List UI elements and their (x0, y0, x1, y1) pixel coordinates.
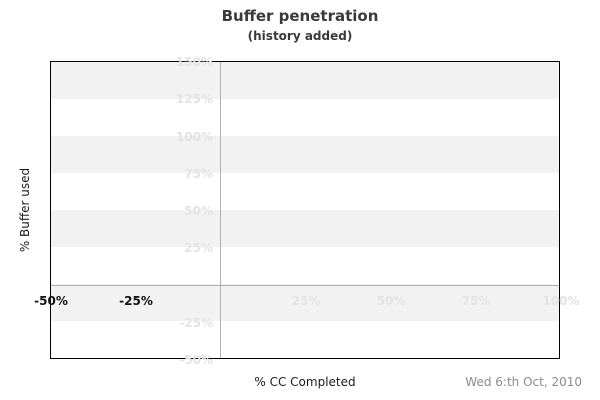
x-axis-title: % CC Completed (254, 375, 356, 389)
x-tick-75: 75% (461, 294, 491, 308)
y-tick-150: 150% (175, 55, 213, 69)
y-tick-75: 75% (184, 167, 213, 181)
x-tick-neg25: -25% (119, 294, 153, 308)
band-0-neg25 (51, 284, 559, 321)
y-tick-25: 25% (184, 241, 213, 255)
band-75-50 (51, 173, 559, 210)
zero-x-gridline (220, 62, 221, 358)
plot-area: 150% 125% 100% 75% 50% 25% -25% -50% -50… (34, 55, 579, 367)
x-tick-25: 25% (291, 294, 321, 308)
y-tick-125: 125% (175, 92, 213, 106)
band-25-0 (51, 247, 559, 284)
y-axis-title: % Buffer used (18, 167, 32, 253)
band-100-75 (51, 136, 559, 173)
zero-y-gridline (51, 285, 559, 286)
band-neg25-neg50 (51, 321, 559, 358)
x-tick-neg50: -50% (34, 294, 68, 308)
chart-title: Buffer penetration (221, 7, 379, 25)
footer-date: Wed 6:th Oct, 2010 (465, 375, 582, 389)
y-tick-neg50: -50% (179, 353, 213, 367)
band-150-125 (51, 62, 559, 99)
chart-subtitle: (history added) (247, 29, 353, 43)
y-tick-50: 50% (184, 204, 213, 218)
x-tick-100: 100% (542, 294, 580, 308)
y-tick-neg25: -25% (179, 316, 213, 330)
y-tick-100: 100% (175, 130, 213, 144)
x-tick-50: 50% (376, 294, 406, 308)
background-bands (51, 62, 559, 358)
band-125-100 (51, 99, 559, 136)
band-50-25 (51, 210, 559, 247)
